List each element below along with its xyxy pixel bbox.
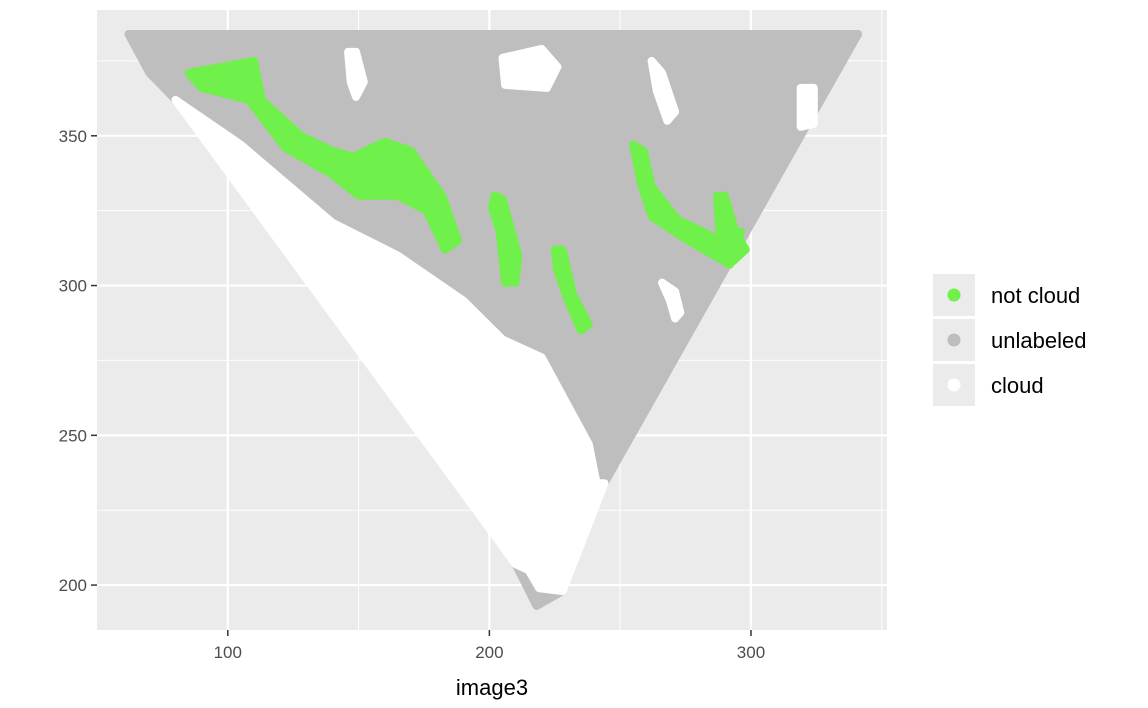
legend: not cloud unlabeled cloud xyxy=(933,274,1086,406)
region-cloud xyxy=(658,278,685,323)
y-tick-label: 350 xyxy=(59,127,87,146)
legend-label-cloud: cloud xyxy=(991,373,1044,398)
x-tick-label: 300 xyxy=(737,643,765,662)
x-tick-label: 200 xyxy=(475,643,503,662)
legend-marker-cloud xyxy=(947,378,961,392)
x-tick-label: 100 xyxy=(214,643,242,662)
region-not-cloud xyxy=(488,191,523,287)
region-not-cloud xyxy=(713,191,750,266)
y-tick-label: 250 xyxy=(59,426,87,445)
data-regions xyxy=(124,30,863,610)
region-cloud xyxy=(796,83,818,131)
region-cloud xyxy=(498,44,562,92)
axis-ticks xyxy=(91,135,752,636)
y-tick-label: 200 xyxy=(59,576,87,595)
region-cloud xyxy=(171,95,609,596)
legend-label-not-cloud: not cloud xyxy=(991,283,1080,308)
region-cloud xyxy=(647,56,680,125)
y-tick-label: 300 xyxy=(59,277,87,296)
region-cloud xyxy=(344,47,368,101)
legend-marker-not-cloud xyxy=(947,288,961,302)
tick-labels: 100 200 300 200 250 300 350 xyxy=(59,127,766,662)
region-not-cloud xyxy=(184,56,462,254)
region-not-cloud xyxy=(550,245,593,335)
legend-marker-unlabeled xyxy=(947,333,961,347)
x-axis-title: image3 xyxy=(456,675,528,700)
legend-label-unlabeled: unlabeled xyxy=(991,328,1086,353)
